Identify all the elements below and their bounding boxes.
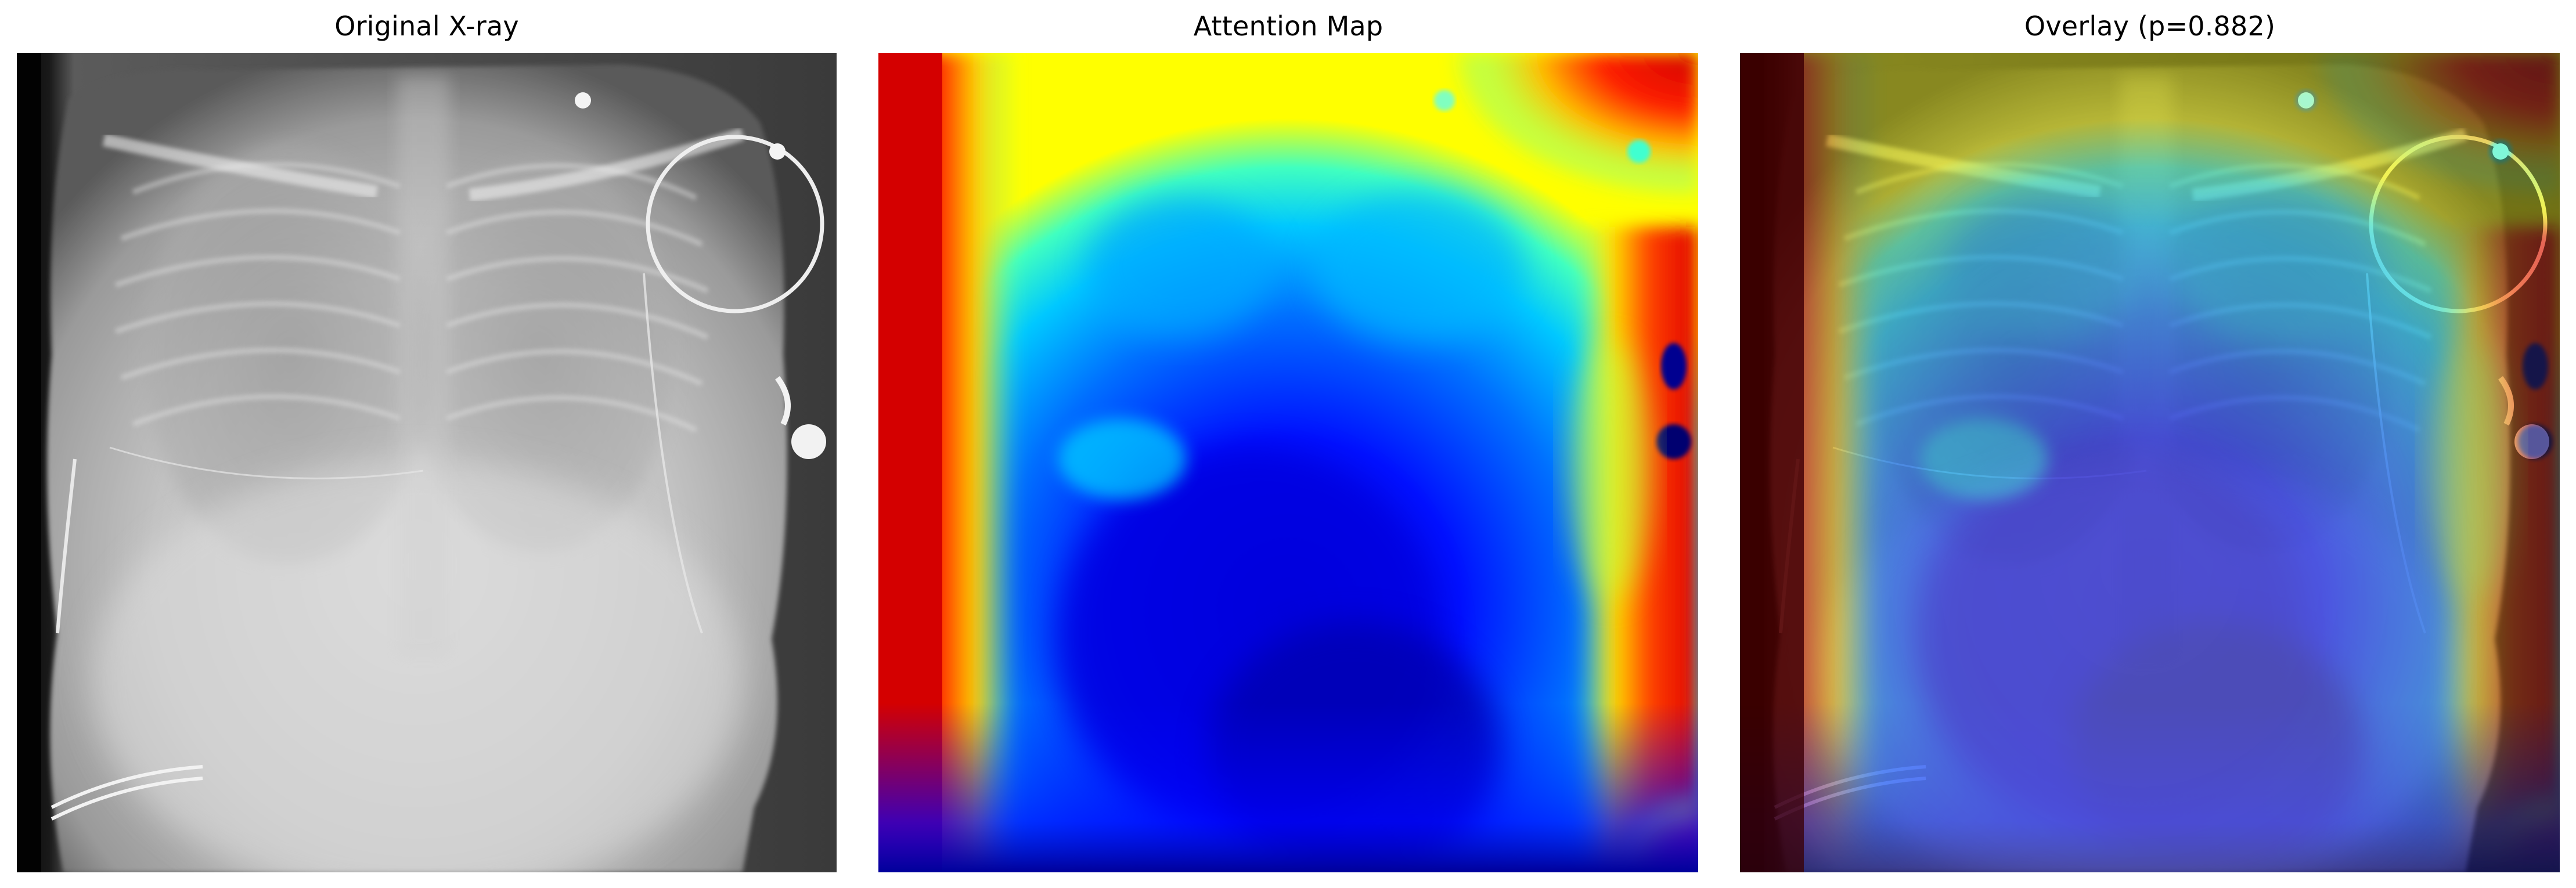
overlay-graphic	[1740, 53, 2560, 872]
panel-original-xray: Original X-ray	[17, 0, 837, 888]
panel-title-overlay: Overlay (p=0.882)	[2024, 10, 2276, 42]
attention-map-image	[878, 53, 1698, 872]
xray-graphic	[17, 53, 837, 872]
overlay-image	[1740, 53, 2560, 872]
attention-heatmap-graphic	[878, 53, 1698, 872]
panel-title-original-xray: Original X-ray	[334, 10, 519, 42]
panel-attention-map: Attention Map	[878, 0, 1698, 888]
panel-title-attention-map: Attention Map	[1193, 10, 1384, 42]
panel-overlay: Overlay (p=0.882)	[1740, 0, 2560, 888]
original-xray-image	[17, 53, 837, 872]
